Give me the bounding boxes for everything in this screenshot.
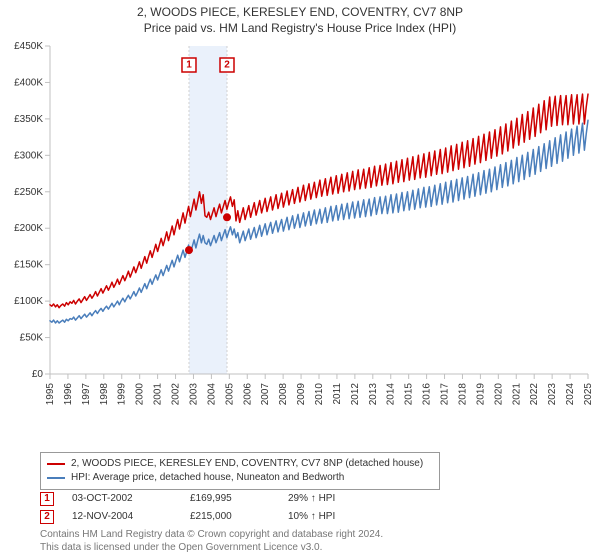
svg-text:1999: 1999 (117, 383, 128, 406)
legend-swatch-property (47, 463, 65, 465)
sale-marker-badge-2: 2 (40, 510, 54, 524)
legend-label-property: 2, WOODS PIECE, KERESLEY END, COVENTRY, … (71, 457, 423, 471)
svg-text:1997: 1997 (81, 383, 92, 406)
sale-price-2: £215,000 (190, 508, 270, 526)
svg-text:1996: 1996 (63, 383, 74, 406)
svg-text:2006: 2006 (242, 383, 253, 406)
svg-text:2004: 2004 (206, 383, 217, 406)
svg-text:2011: 2011 (332, 383, 343, 405)
legend-item-hpi: HPI: Average price, detached house, Nune… (47, 471, 433, 485)
svg-text:£350K: £350K (14, 114, 43, 125)
svg-text:2021: 2021 (511, 383, 522, 406)
chart-area: £0 £50K £100K £150K £200K £250K £300K £350K £400… (4, 40, 594, 410)
svg-text:£450K: £450K (14, 41, 43, 52)
sale-date-2: 12-NOV-2004 (72, 508, 172, 526)
svg-text:2003: 2003 (188, 383, 199, 406)
legend-label-hpi: HPI: Average price, detached house, Nune… (71, 471, 344, 485)
sale-price-1: £169,995 (190, 490, 270, 508)
svg-text:1995: 1995 (45, 383, 56, 406)
sale-date-1: 03-OCT-2002 (72, 490, 172, 508)
svg-text:£300K: £300K (14, 150, 43, 161)
chart-svg: £0 £50K £100K £150K £200K £250K £300K £350K £400… (4, 40, 594, 410)
svg-text:2013: 2013 (368, 383, 379, 406)
svg-text:2002: 2002 (171, 383, 182, 406)
svg-text:2: 2 (224, 60, 230, 71)
chart-title-subtitle: Price paid vs. HM Land Registry's House … (0, 20, 600, 36)
svg-text:£200K: £200K (14, 223, 43, 234)
svg-text:2024: 2024 (565, 383, 576, 406)
svg-text:2025: 2025 (583, 383, 594, 406)
svg-text:1: 1 (186, 60, 192, 71)
svg-text:2015: 2015 (404, 383, 415, 406)
sale-row-2: 2 12-NOV-2004 £215,000 10% ↑ HPI (40, 508, 490, 526)
svg-text:2022: 2022 (529, 383, 540, 406)
svg-text:£50K: £50K (20, 333, 44, 344)
svg-text:2009: 2009 (296, 383, 307, 406)
svg-text:2023: 2023 (547, 383, 558, 406)
svg-text:2000: 2000 (135, 383, 146, 406)
svg-text:2017: 2017 (440, 383, 451, 406)
svg-text:2007: 2007 (260, 383, 271, 406)
legend-swatch-hpi (47, 477, 65, 479)
svg-text:£150K: £150K (14, 260, 43, 271)
svg-text:£400K: £400K (14, 77, 43, 88)
sale-delta-2: 10% ↑ HPI (288, 508, 378, 526)
svg-text:2020: 2020 (493, 383, 504, 406)
svg-text:2001: 2001 (153, 383, 164, 406)
svg-text:2014: 2014 (386, 383, 397, 406)
svg-text:2018: 2018 (457, 383, 468, 406)
svg-text:£250K: £250K (14, 187, 43, 198)
svg-text:2010: 2010 (314, 383, 325, 406)
price-vs-hpi-figure: 2, WOODS PIECE, KERESLEY END, COVENTRY, … (0, 0, 600, 560)
svg-text:£0: £0 (32, 369, 44, 380)
legend-item-property: 2, WOODS PIECE, KERESLEY END, COVENTRY, … (47, 457, 433, 471)
sales-table: 1 03-OCT-2002 £169,995 29% ↑ HPI 2 12-NO… (40, 490, 490, 526)
svg-text:2012: 2012 (350, 383, 361, 406)
sale-row-1: 1 03-OCT-2002 £169,995 29% ↑ HPI (40, 490, 490, 508)
legend: 2, WOODS PIECE, KERESLEY END, COVENTRY, … (40, 452, 440, 490)
svg-text:2016: 2016 (422, 383, 433, 406)
licence-footnote: Contains HM Land Registry data © Crown c… (40, 528, 383, 554)
svg-text:1998: 1998 (99, 383, 110, 406)
sale-marker-badge-1: 1 (40, 492, 54, 506)
sale-delta-1: 29% ↑ HPI (288, 490, 378, 508)
footnote-line-2: This data is licensed under the Open Gov… (40, 541, 383, 554)
svg-text:2005: 2005 (224, 383, 235, 406)
chart-titles: 2, WOODS PIECE, KERESLEY END, COVENTRY, … (0, 4, 600, 36)
chart-title-address: 2, WOODS PIECE, KERESLEY END, COVENTRY, … (0, 4, 600, 20)
svg-text:2019: 2019 (475, 383, 486, 406)
svg-text:2008: 2008 (278, 383, 289, 406)
svg-text:£100K: £100K (14, 296, 43, 307)
footnote-line-1: Contains HM Land Registry data © Crown c… (40, 528, 383, 541)
